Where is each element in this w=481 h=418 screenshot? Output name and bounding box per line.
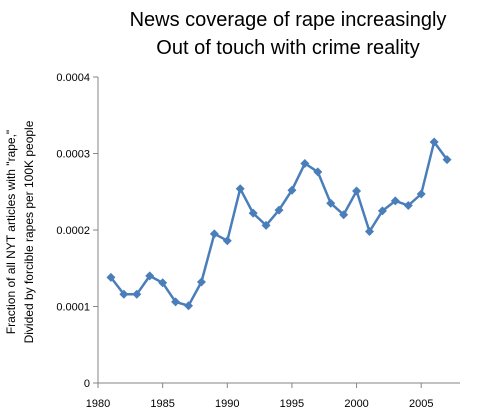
y-tick-label: 0.0004 [56,72,90,84]
y-axis-ticks: 0 0.0001 0.0002 0.0003 0.0004 [56,72,98,390]
y-axis-title: Fraction of all NYT articles with "rape,… [4,120,36,343]
data-point-diamond [403,201,413,211]
data-point-diamond [171,297,181,307]
chart-title-line-2: Out of touch with crime reality [156,37,419,59]
x-tick-label: 2005 [409,398,433,410]
x-axis-ticks: 1980 1985 1990 1995 2000 2005 [86,383,433,410]
x-tick-label: 1995 [280,398,304,410]
data-point-diamond [287,185,297,195]
y-tick-label: 0.0003 [56,149,90,161]
data-series [106,137,452,311]
chart-title-line-1: News coverage of rape increasingly [130,9,447,31]
data-point-diamond [429,137,439,147]
data-point-diamond [119,289,129,299]
data-point-diamond [158,278,168,288]
data-point-diamond [132,289,142,299]
data-point-diamond [352,186,362,196]
data-point-diamond [222,236,232,246]
data-point-diamond [313,167,323,177]
y-axis-title-line-1: Fraction of all NYT articles with "rape,… [4,130,18,334]
data-point-diamond [196,277,206,287]
y-tick-label: 0.0001 [56,302,90,314]
y-tick-label: 0.0002 [56,225,90,237]
data-point-diamond [326,198,336,208]
x-tick-label: 2000 [344,398,368,410]
data-point-diamond [261,220,271,230]
x-tick-label: 1980 [86,398,110,410]
data-point-diamond [248,208,258,218]
data-point-diamond [145,271,155,281]
y-axis-title-line-2: Divided by forcible rapes per 100K peopl… [22,120,36,343]
data-point-diamond [390,196,400,206]
data-point-diamond [339,210,349,220]
data-point-diamond [274,205,284,215]
x-tick-label: 1985 [150,398,174,410]
data-point-diamond [106,272,116,282]
data-point-diamond [416,189,426,199]
data-point-diamond [365,227,374,237]
chart-title: News coverage of rape increasingly Out o… [130,9,447,59]
y-tick-label: 0 [84,378,90,390]
axes [97,77,460,384]
data-point-diamond [209,229,219,239]
data-point-diamond [300,158,310,168]
x-tick-label: 1990 [215,398,239,410]
data-point-diamond [442,155,452,165]
data-point-diamond [184,301,193,311]
data-point-diamond [235,184,245,194]
data-point-diamond [377,206,387,216]
